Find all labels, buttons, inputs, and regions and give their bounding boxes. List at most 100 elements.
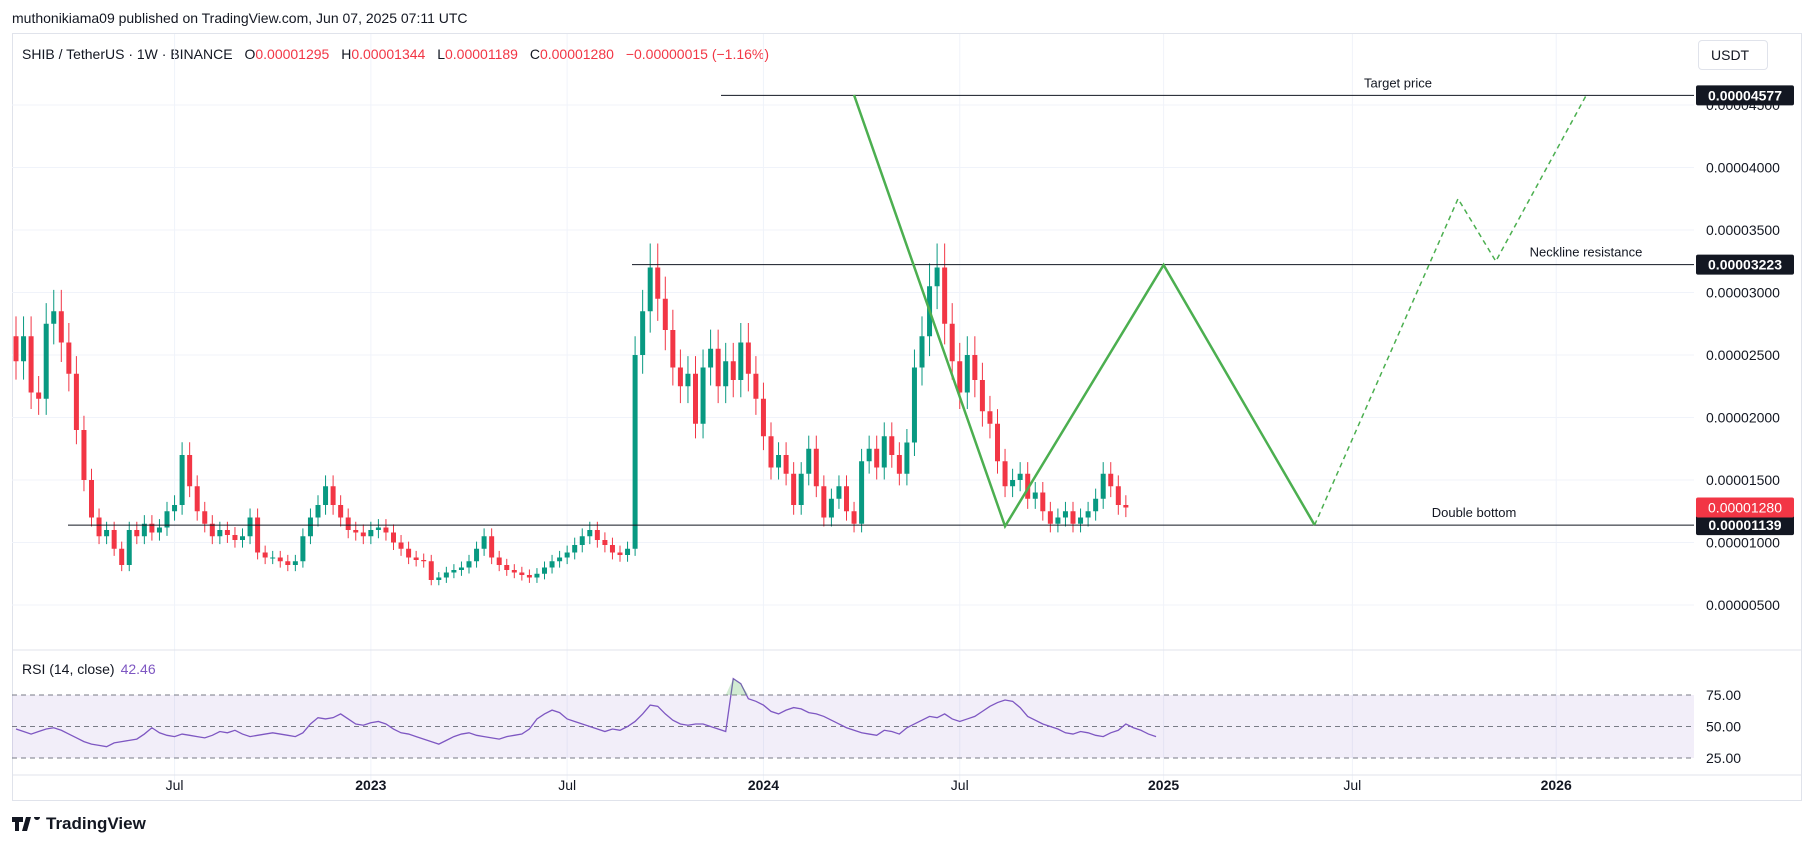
candle-body bbox=[1100, 473, 1106, 499]
candle-body bbox=[436, 577, 442, 580]
candle-body bbox=[677, 367, 683, 387]
candle-body bbox=[700, 367, 706, 424]
candle-body bbox=[232, 535, 238, 540]
candle-body bbox=[1047, 511, 1053, 524]
candle-body bbox=[300, 536, 306, 562]
candle-body bbox=[791, 473, 797, 505]
rsi-line bbox=[15, 677, 1157, 748]
candle-body bbox=[979, 380, 985, 412]
candle-body bbox=[172, 505, 178, 512]
candle-body bbox=[368, 530, 374, 537]
candle-body bbox=[360, 532, 366, 537]
candle-body bbox=[96, 517, 102, 537]
y-tick-label: 0.00002000 bbox=[1706, 410, 1780, 426]
candle-body bbox=[413, 557, 419, 560]
candle-body bbox=[285, 561, 291, 565]
candle-body bbox=[126, 530, 132, 565]
y-tick-label: 0.00001500 bbox=[1706, 472, 1780, 488]
candle-body bbox=[760, 398, 766, 437]
candle-body bbox=[617, 552, 623, 555]
candle-body bbox=[730, 361, 736, 380]
candle-body bbox=[141, 523, 147, 537]
low-value: 0.00001189 bbox=[445, 46, 518, 62]
candle-body bbox=[519, 572, 525, 575]
candle-body bbox=[89, 480, 94, 518]
candle-body bbox=[647, 267, 653, 312]
rsi-value: 42.46 bbox=[120, 661, 156, 677]
y-tick-label: 0.00002500 bbox=[1706, 347, 1780, 363]
candle-body bbox=[1010, 480, 1016, 487]
candle-body bbox=[247, 517, 253, 537]
candle-body bbox=[866, 448, 872, 462]
candle-body bbox=[194, 486, 200, 512]
x-tick-label: 2023 bbox=[355, 777, 386, 793]
candle-body bbox=[202, 511, 208, 524]
candle-body bbox=[670, 330, 676, 368]
candle-body bbox=[43, 323, 49, 399]
close-value: 0.00001280 bbox=[539, 46, 614, 62]
symbol-label[interactable]: SHIB / TetherUS · 1W · BINANCE bbox=[22, 46, 233, 62]
rsi-legend: RSI (14, close) 42.46 bbox=[22, 661, 156, 677]
currency-button[interactable]: USDT bbox=[1698, 40, 1768, 70]
level-label: Target price bbox=[1364, 75, 1432, 90]
candle-body bbox=[323, 486, 329, 505]
rsi-tick-label: 75.00 bbox=[1706, 687, 1741, 703]
candle-body bbox=[889, 436, 895, 455]
candle-body bbox=[655, 267, 661, 299]
candle-body bbox=[187, 455, 193, 487]
candle-body bbox=[149, 523, 155, 533]
candle-body bbox=[632, 355, 638, 549]
level-price-label: 0.00004577 bbox=[1708, 87, 1782, 103]
y-tick-label: 0.00003000 bbox=[1706, 285, 1780, 301]
candle-body bbox=[753, 373, 759, 399]
level-price-label: 0.00001139 bbox=[1708, 517, 1781, 533]
candle-body bbox=[481, 536, 487, 549]
candle-body bbox=[851, 511, 857, 524]
candle-body bbox=[1017, 473, 1023, 480]
change-value: −0.00000015 (−1.16%) bbox=[625, 46, 770, 62]
candle-body bbox=[911, 367, 917, 443]
candle-body bbox=[504, 565, 510, 570]
candle-body bbox=[353, 530, 359, 533]
candle-body bbox=[572, 545, 578, 553]
candle-body bbox=[21, 336, 27, 362]
candle-body bbox=[579, 536, 585, 545]
y-tick-label: 0.00004000 bbox=[1706, 160, 1780, 176]
level-label: Double bottom bbox=[1432, 505, 1517, 520]
candle-body bbox=[330, 486, 336, 505]
candle-body bbox=[240, 536, 245, 540]
close-label: C bbox=[529, 46, 540, 62]
candle-body bbox=[224, 530, 230, 535]
candle-body bbox=[255, 517, 261, 553]
x-tick-label: 2026 bbox=[1541, 777, 1572, 793]
candle-body bbox=[564, 552, 570, 558]
level-label: Neckline resistance bbox=[1530, 245, 1643, 260]
candle-body bbox=[375, 527, 381, 530]
candle-body bbox=[549, 561, 555, 568]
candle-body bbox=[625, 548, 631, 555]
level-price-tag bbox=[1696, 254, 1794, 275]
candle-body bbox=[13, 336, 19, 362]
candle-body bbox=[949, 323, 955, 362]
last-price-tag bbox=[1696, 497, 1794, 518]
candle-body bbox=[428, 561, 434, 580]
candle-body bbox=[51, 311, 57, 324]
open-value: 0.00001295 bbox=[255, 46, 330, 62]
rsi-tick-label: 50.00 bbox=[1706, 719, 1741, 735]
level-price-tag bbox=[1696, 85, 1794, 106]
candle-body bbox=[496, 557, 502, 565]
tradingview-logo[interactable]: TradingView bbox=[12, 814, 146, 834]
candle-body bbox=[81, 430, 87, 480]
candle-body bbox=[391, 532, 396, 543]
low-label: L bbox=[437, 46, 445, 62]
candle-body bbox=[383, 527, 389, 533]
candle-body bbox=[836, 486, 842, 499]
candle-body bbox=[443, 572, 449, 578]
candle-body bbox=[104, 530, 110, 537]
candle-body bbox=[964, 355, 970, 393]
candle-body bbox=[821, 486, 827, 518]
candle-body bbox=[602, 540, 608, 545]
level-price-label: 0.00003223 bbox=[1708, 257, 1782, 273]
candle-body bbox=[156, 527, 162, 533]
